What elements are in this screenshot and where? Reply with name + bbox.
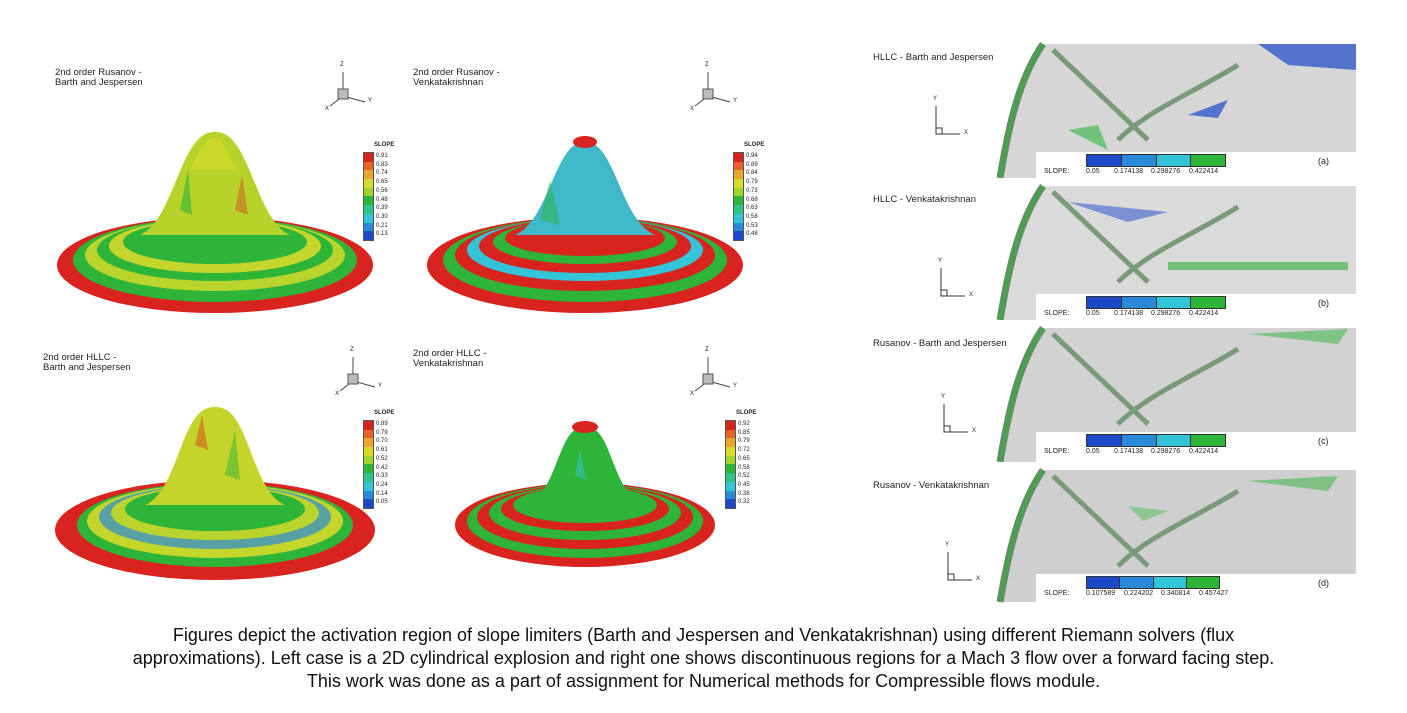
axis-triad-icon: Z Y X	[325, 62, 373, 112]
caption-line: Figures depict the activation region of …	[172, 625, 1235, 645]
slope-colorbar: SLOPE: 0.05 0.174138 0.298276 0.422414 (…	[1036, 432, 1356, 458]
slope-colorbar: SLOPE: 0.107589 0.224202 0.340814 0.4574…	[1036, 574, 1356, 600]
explosion-surface	[455, 421, 715, 567]
axis-triad-icon: Z Y X	[690, 62, 738, 112]
flow-field	[996, 42, 1356, 178]
axis-triad-icon: Z Y X	[690, 347, 738, 397]
flow-field	[996, 184, 1356, 320]
axis-triad-icon: Y X	[941, 394, 977, 434]
panel-label: 2nd order Rusanov - Venkatakrishnan	[413, 67, 500, 88]
step-panel-b: HLLC - Venkatakrishnan Y X SLOPE: 0.05 0…	[868, 182, 1358, 320]
panel-label: 2nd order HLLC - Venkatakrishnan	[413, 348, 487, 369]
axis-triad-icon: Z Y X	[335, 347, 383, 397]
explosion-surface	[55, 406, 375, 580]
flow-field	[996, 468, 1356, 603]
explosion-surface	[57, 131, 373, 313]
panel-label: 2nd order Rusanov - Barth and Jespersen	[55, 67, 143, 88]
step-panel-c: Rusanov - Barth and Jespersen Y X SLOPE:…	[868, 324, 1358, 462]
caption-line: approximations). Left case is a 2D cylin…	[132, 648, 1275, 668]
figure-caption: Figures depict the activation region of …	[0, 624, 1407, 693]
slope-colorbar: SLOPE: 0.05 0.174138 0.298276 0.422414 (…	[1036, 152, 1356, 178]
explosion-surface	[427, 136, 743, 313]
colorbar: SLOPE 0.92 0.85 0.79 0.72 0.65 0.58 0.52…	[725, 410, 775, 510]
colorbar: SLOPE 0.94 0.89 0.84 0.79 0.73 0.68 0.63…	[733, 142, 783, 242]
axis-triad-icon: Y X	[938, 258, 974, 298]
flow-field	[996, 326, 1356, 462]
surface-panel-hllc-bj: 2nd order HLLC - Barth and Jespersen Z Y …	[30, 335, 410, 605]
slope-colorbar: SLOPE: 0.05 0.174138 0.298276 0.422414 (…	[1036, 294, 1356, 320]
step-panel-d: Rusanov - Venkatakrishnan Y X SLOPE: 0.1…	[868, 466, 1358, 604]
axis-triad-icon: Y X	[945, 542, 981, 582]
panel-label: HLLC - Venkatakrishnan	[873, 194, 976, 205]
panel-label: HLLC - Barth and Jespersen	[873, 52, 994, 63]
panel-label: Rusanov - Venkatakrishnan	[873, 480, 990, 491]
axis-triad-icon: Y X	[933, 96, 969, 136]
panel-label: Rusanov - Barth and Jespersen	[873, 338, 1007, 349]
caption-line: This work was done as a part of assignme…	[306, 671, 1101, 691]
colorbar: SLOPE 0.91 0.83 0.74 0.65 0.56 0.48 0.39…	[363, 142, 413, 242]
surface-panel-rusanov-bj: 2nd order Rusanov - Barth and Jespersen Z…	[30, 50, 410, 320]
surface-panel-hllc-venkat: 2nd order HLLC - Venkatakrishnan Z Y X SL…	[400, 335, 780, 605]
step-panel-a: HLLC - Barth and Jespersen Y X SLOPE: 0.…	[868, 40, 1358, 178]
panel-label: 2nd order HLLC - Barth and Jespersen	[43, 352, 131, 373]
colorbar: SLOPE 0.89 0.79 0.70 0.61 0.52 0.42 0.33…	[363, 410, 413, 510]
surface-panel-rusanov-venkat: 2nd order Rusanov - Venkatakrishnan Z Y X…	[400, 50, 780, 320]
